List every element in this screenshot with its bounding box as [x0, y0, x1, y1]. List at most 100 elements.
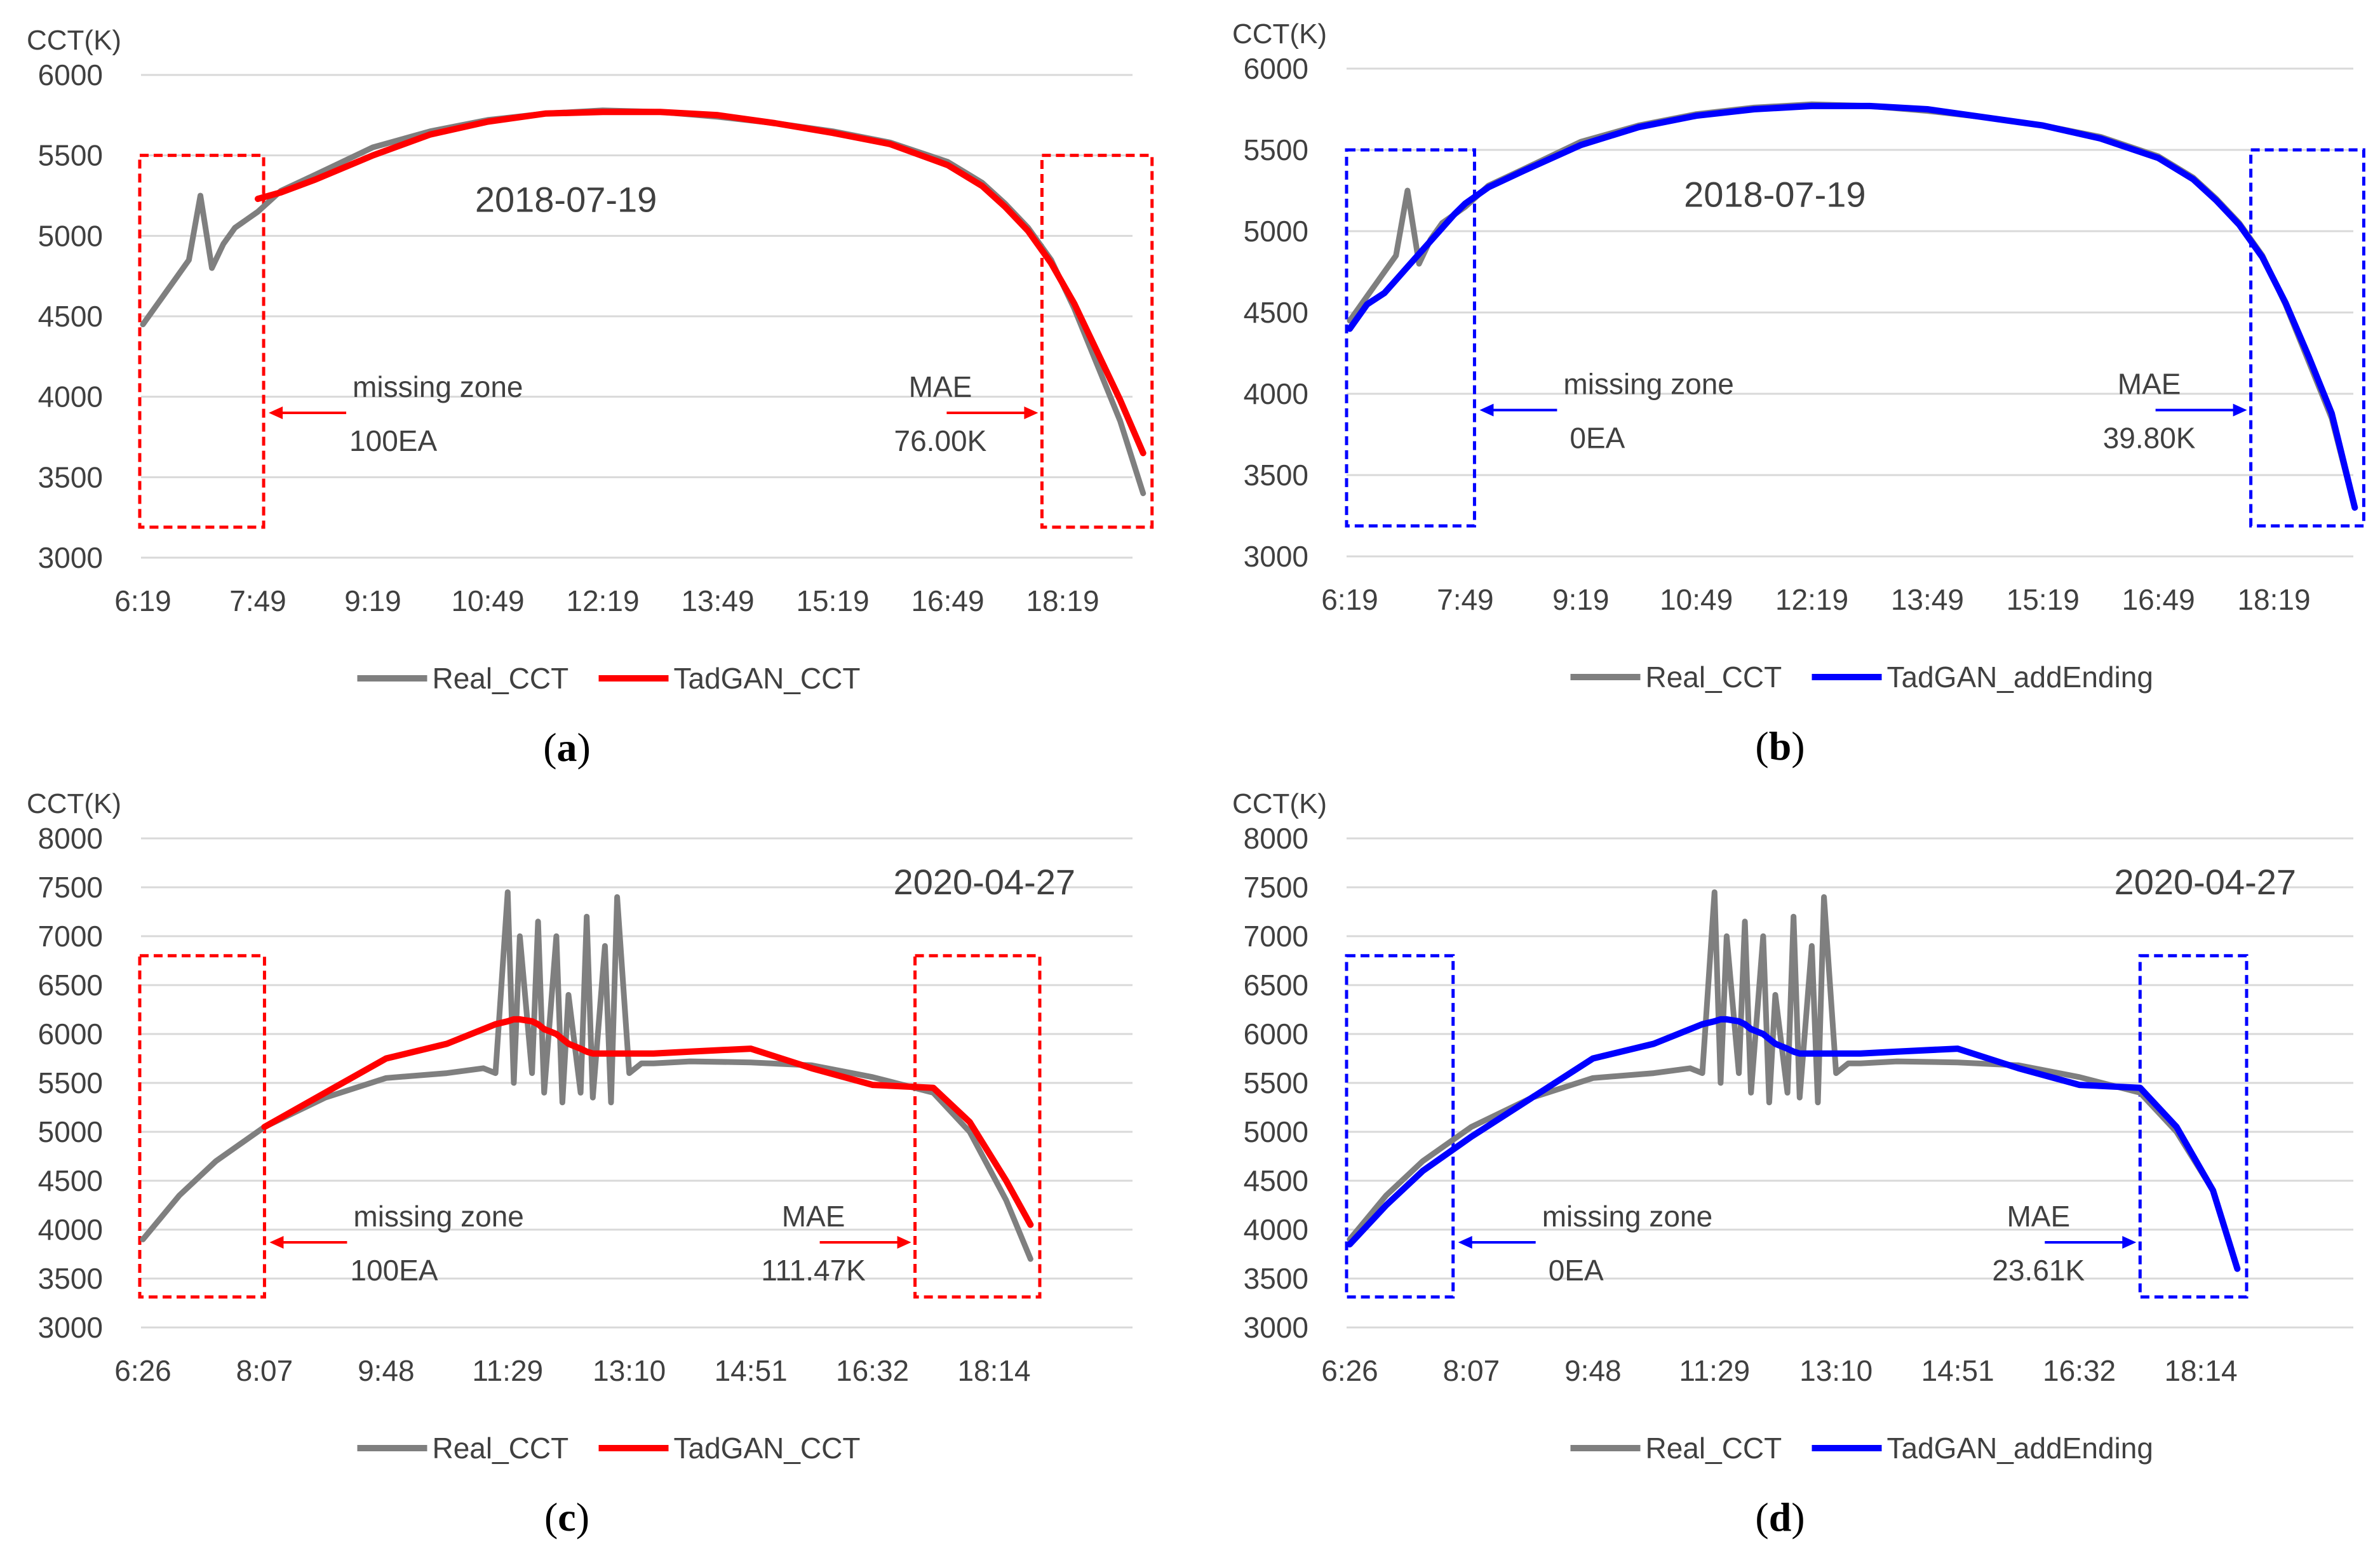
x-tick-label: 6:26 [114, 1354, 171, 1387]
x-tick-label: 16:32 [836, 1354, 909, 1387]
x-tick-label: 15:19 [2007, 583, 2080, 616]
date-annotation: 2020-04-27 [2114, 862, 2296, 902]
y-tick-label: 3500 [1244, 459, 1308, 492]
y-tick-label: 5500 [38, 139, 103, 172]
x-tick-label: 16:32 [2043, 1354, 2116, 1387]
date-annotation: 2018-07-19 [475, 179, 657, 219]
chart-panel-c: 3000 3500 4000 4500 5000 5500 6000 6500 7000 7500… [27, 788, 1133, 1540]
x-tick-label: 16:49 [911, 584, 984, 617]
mae-label: MAE [909, 370, 972, 403]
legend-label-model: TadGAN_addEnding [1887, 661, 2153, 694]
x-tick-label: 18:14 [957, 1354, 1030, 1387]
x-tick-label: 14:51 [1921, 1354, 1994, 1387]
x-tick-label: 18:14 [2164, 1354, 2237, 1387]
y-tick-label: 5000 [1244, 215, 1308, 248]
legend-label-real: Real_CCT [1646, 661, 1782, 694]
y-tick-label: 4500 [38, 1164, 103, 1197]
missing-zone-arrowhead [269, 406, 283, 419]
series-line-TadGAN_CCT [255, 109, 1146, 457]
y-tick-label: 4500 [1244, 1164, 1308, 1197]
y-tick-label: 6500 [38, 969, 103, 1002]
x-tick-label: 11:29 [472, 1354, 543, 1387]
mae-arrowhead [1024, 406, 1039, 419]
missing-zone-box [138, 954, 266, 1299]
mae-label: MAE [2118, 368, 2181, 401]
y-tick-label: 7000 [1244, 920, 1308, 953]
panel-caption: (c) [544, 1494, 589, 1540]
x-tick-label: 9:48 [358, 1354, 415, 1387]
missing-zone-box [1345, 954, 1455, 1299]
mae-value: 39.80K [2103, 422, 2196, 455]
y-tick-label: 5000 [38, 219, 103, 252]
y-tick-label: 7000 [38, 920, 103, 953]
y-tick-label: 6000 [1244, 1017, 1308, 1051]
x-tick-label: 13:49 [1891, 583, 1964, 616]
legend-label-model: TadGAN_CCT [674, 662, 861, 695]
missing-count-label: 0EA [1570, 422, 1625, 455]
x-tick-label: 13:10 [593, 1354, 666, 1387]
x-tick-label: 7:49 [1437, 583, 1494, 616]
legend-label-model: TadGAN_addEnding [1887, 1432, 2153, 1465]
y-axis-label: CCT(K) [27, 788, 121, 819]
x-tick-label: 13:10 [1799, 1354, 1872, 1387]
mae-zone-box [913, 954, 1042, 1299]
x-tick-label: 6:19 [114, 584, 171, 617]
x-tick-label: 8:07 [236, 1354, 293, 1387]
mae-value: 111.47K [761, 1254, 866, 1287]
missing-count-label: 100EA [350, 1254, 438, 1287]
missing-zone-label: missing zone [1542, 1200, 1712, 1233]
y-tick-label: 4000 [1244, 1213, 1308, 1246]
x-tick-label: 15:19 [796, 584, 869, 617]
x-tick-label: 13:49 [681, 584, 754, 617]
x-tick-label: 8:07 [1443, 1354, 1500, 1387]
series-line-TadGAN_addEnding [1347, 102, 2358, 511]
y-axis-label: CCT(K) [1232, 18, 1327, 50]
series-line-Real_CCT [140, 107, 1146, 497]
y-tick-label: 3500 [38, 460, 103, 494]
date-annotation: 2018-07-19 [1684, 175, 1866, 215]
missing-zone-label: missing zone [353, 1200, 523, 1233]
x-tick-label: 11:29 [1679, 1354, 1750, 1387]
y-tick-label: 5500 [1244, 1066, 1308, 1099]
y-tick-label: 3000 [1244, 1311, 1308, 1344]
x-tick-label: 14:51 [715, 1354, 788, 1387]
y-tick-label: 6000 [38, 1017, 103, 1051]
y-tick-label: 6000 [38, 58, 103, 91]
legend-label-real: Real_CCT [1646, 1432, 1782, 1465]
x-tick-label: 9:19 [344, 584, 401, 617]
y-axis-label: CCT(K) [1232, 788, 1327, 819]
series-line-Real_CCT [1347, 889, 2240, 1272]
y-tick-label: 5500 [38, 1066, 103, 1099]
series-line-Real_CCT [1347, 101, 2358, 511]
y-tick-label: 5000 [1244, 1115, 1308, 1148]
mae-label: MAE [782, 1200, 845, 1233]
x-tick-label: 18:19 [2237, 583, 2310, 616]
missing-zone-arrowhead [269, 1236, 284, 1249]
series-line-TadGAN_CCT [261, 1016, 1034, 1228]
y-tick-label: 4500 [1244, 296, 1308, 329]
x-tick-label: 18:19 [1026, 584, 1099, 617]
y-tick-label: 6500 [1244, 969, 1308, 1002]
y-tick-label: 4000 [38, 1213, 103, 1246]
missing-zone-label: missing zone [1563, 368, 1733, 401]
y-tick-label: 4500 [38, 300, 103, 333]
x-tick-label: 6:26 [1321, 1354, 1378, 1387]
panel-caption: (b) [1755, 723, 1805, 769]
x-tick-label: 6:19 [1321, 583, 1378, 616]
y-tick-label: 5500 [1244, 133, 1308, 166]
y-tick-label: 3500 [1244, 1262, 1308, 1295]
y-tick-label: 8000 [1244, 822, 1308, 855]
legend-label-real: Real_CCT [433, 1432, 569, 1465]
y-tick-label: 3000 [38, 1311, 103, 1344]
y-tick-label: 6000 [1244, 52, 1308, 85]
mae-arrowhead [897, 1236, 911, 1249]
legend-label-real: Real_CCT [433, 662, 569, 695]
missing-count-label: 0EA [1549, 1254, 1604, 1287]
missing-count-label: 100EA [349, 424, 437, 457]
legend-label-model: TadGAN_CCT [674, 1432, 861, 1465]
mae-zone-box [1040, 154, 1154, 529]
date-annotation: 2020-04-27 [894, 862, 1075, 902]
